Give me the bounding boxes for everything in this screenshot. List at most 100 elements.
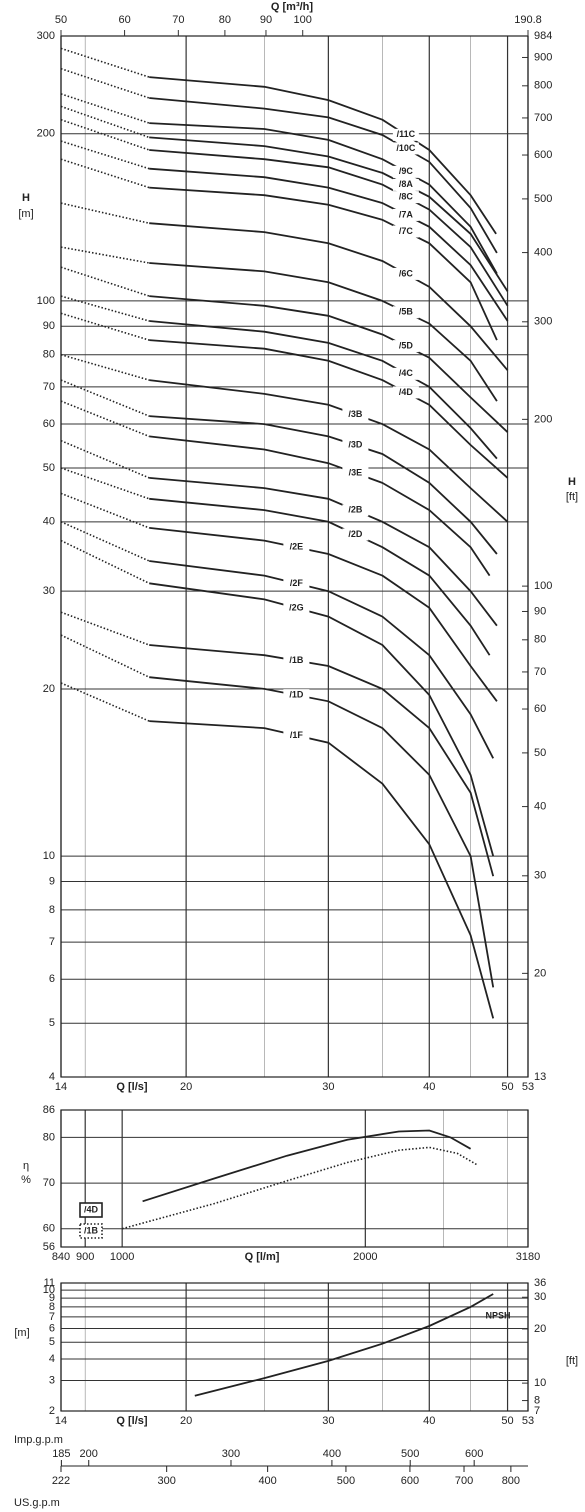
x-tick-label: 14 (55, 1415, 67, 1427)
y-tick-label: 300 (37, 30, 55, 42)
x-tick-label: 840 (52, 1251, 70, 1263)
y-tick-label: 60 (43, 1223, 55, 1235)
scale-tick-label: 500 (337, 1475, 355, 1487)
pump-curve (149, 497, 491, 656)
curve-label-bg (283, 689, 310, 702)
curve-label-bg (283, 654, 310, 667)
y2-tick-label: 900 (534, 51, 552, 63)
curve-label: /1D (289, 690, 304, 700)
y-tick-label: 100 (37, 295, 55, 307)
curve-label-bg (392, 165, 419, 178)
x-tick-label: 2000 (353, 1251, 377, 1263)
x-tick-label: 53 (522, 1081, 534, 1093)
curve-label: /3E (349, 467, 363, 477)
pump-curve (149, 262, 498, 402)
curve-extension (60, 467, 150, 500)
curve-label: /5D (399, 340, 414, 350)
y-axis-label: η (23, 1160, 29, 1172)
top-tick-label: 80 (219, 14, 231, 26)
curve-label-bg (342, 408, 369, 421)
y-tick-label: 40 (43, 516, 55, 528)
pump-curve (149, 186, 498, 341)
y-tick-label: 9 (49, 875, 55, 887)
curve-label-bg (392, 128, 419, 141)
curve-label-bg (392, 208, 419, 221)
curve-label: /5B (399, 307, 414, 317)
x-tick-label: 1000 (110, 1251, 134, 1263)
curve-label: /2D (348, 529, 363, 539)
curve-extension (60, 47, 150, 78)
y2-tick-label: 30 (534, 1291, 546, 1303)
legend-label: /4D (84, 1204, 99, 1214)
y2-axis-unit: [ft] (566, 1355, 578, 1367)
y-tick-label: 50 (43, 462, 55, 474)
pump-curve (149, 644, 495, 877)
y-tick-label: 9 (49, 1292, 55, 1304)
plot-frame (60, 35, 529, 1078)
y2-tick-label: 60 (534, 703, 546, 715)
curve-label-bg (392, 178, 419, 191)
pump-curve (149, 435, 491, 577)
y-tick-label: 8 (49, 1301, 55, 1313)
curve-label: /1B (289, 655, 304, 665)
y2-tick-label: 400 (534, 246, 552, 258)
y-tick-label: 30 (43, 585, 55, 597)
y2-tick-label: 50 (534, 747, 546, 759)
y2-tick-label: 700 (534, 112, 552, 124)
top-tick-label: 90 (260, 14, 272, 26)
y2-tick-label: 90 (534, 605, 546, 617)
curve-label: /3D (348, 440, 363, 450)
x-tick-label: 14 (55, 1081, 67, 1093)
top-tick-label: 100 (294, 14, 312, 26)
x-tick-label: 40 (423, 1415, 435, 1427)
y2-tick-label: 36 (534, 1277, 546, 1289)
curve-label-bg (392, 340, 419, 353)
scale-label: Imp.g.p.m (14, 1434, 63, 1446)
curve-extension (60, 118, 150, 151)
y2-tick-label: 80 (534, 634, 546, 646)
x-tick-label: 53 (522, 1415, 534, 1427)
x-axis-label: Q [l/m] (245, 1251, 280, 1263)
x-axis-label: Q [l/s] (116, 1081, 148, 1093)
x-tick-label: 50 (501, 1081, 513, 1093)
curve-label-bg (392, 386, 419, 399)
y2-tick-label: 600 (534, 149, 552, 161)
curve-label: /4D (399, 387, 414, 397)
curve-label-bg (283, 541, 310, 554)
pump-curve (149, 560, 495, 759)
curve-extension (60, 295, 150, 322)
y-tick-label: 60 (43, 418, 55, 430)
curve-label-bg (283, 729, 310, 742)
top-tick-label: 190.8 (514, 14, 542, 26)
pump-curve (149, 76, 497, 235)
curve-label: /2G (289, 602, 304, 612)
curve-label: /2B (348, 505, 363, 515)
pump-curve (149, 149, 509, 307)
scale-tick-label: 300 (222, 1448, 240, 1460)
y-tick-label: 10 (43, 850, 55, 862)
curve-extension (60, 353, 150, 381)
pump-curve (149, 222, 509, 371)
curve-extension (60, 105, 150, 139)
curve-label-bg (392, 306, 419, 319)
curve-label: /7C (399, 226, 414, 236)
curve-extension (60, 158, 150, 189)
legend-box (79, 1223, 103, 1239)
pump-curve (149, 720, 495, 1019)
pump-curve (149, 477, 498, 627)
curve-label: /1F (290, 730, 304, 740)
y-tick-label: 4 (49, 1071, 55, 1083)
curve-label: /9C (399, 166, 414, 176)
curve-label-bg (392, 225, 419, 238)
curve-label: /10C (396, 143, 416, 153)
top-tick-label: 60 (118, 14, 130, 26)
pump-curve (149, 379, 509, 523)
scale-tick-label: 700 (455, 1475, 473, 1487)
scale-tick-label: 185 (52, 1448, 70, 1460)
y2-tick-label: 800 (534, 80, 552, 92)
curve-extension (60, 266, 150, 297)
legend-box (79, 1202, 103, 1218)
plot-frame (60, 1282, 529, 1412)
curve-label-bg (283, 601, 310, 614)
